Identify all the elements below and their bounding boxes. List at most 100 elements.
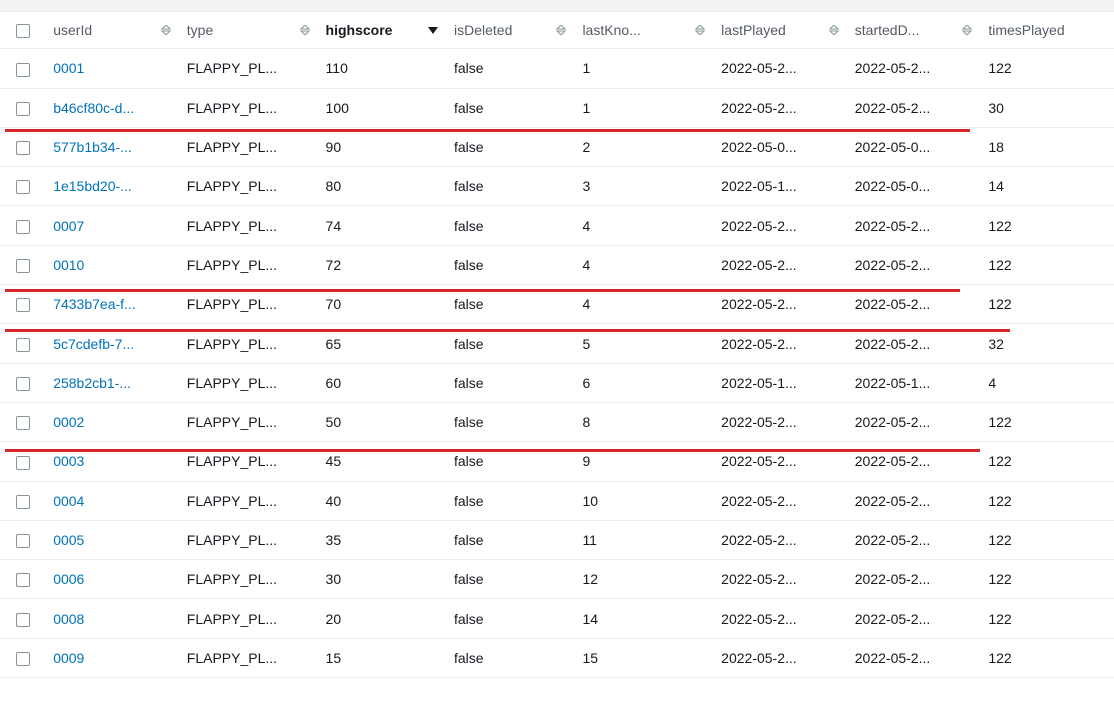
cell-timesplayed: 18 — [980, 127, 1114, 166]
row-checkbox[interactable] — [16, 259, 30, 273]
table-row[interactable]: 0007FLAPPY_PL...74false42022-05-2...2022… — [0, 206, 1114, 245]
cell-highscore: 72 — [318, 245, 446, 284]
table-row[interactable]: 0005FLAPPY_PL...35false112022-05-2...202… — [0, 520, 1114, 559]
row-checkbox[interactable] — [16, 534, 30, 548]
row-checkbox-cell[interactable] — [0, 402, 45, 441]
table-row[interactable]: 0003FLAPPY_PL...45false92022-05-2...2022… — [0, 442, 1114, 481]
row-checkbox[interactable] — [16, 573, 30, 587]
cell-lastkno: 3 — [574, 167, 713, 206]
col-header-highscore[interactable]: highscore — [318, 12, 446, 49]
cell-isdeleted: false — [446, 481, 574, 520]
row-checkbox-cell[interactable] — [0, 442, 45, 481]
row-checkbox-cell[interactable] — [0, 245, 45, 284]
cell-highscore: 20 — [318, 599, 446, 638]
cell-startedd: 2022-05-2... — [847, 245, 981, 284]
table-row[interactable]: 0010FLAPPY_PL...72false42022-05-2...2022… — [0, 245, 1114, 284]
row-checkbox[interactable] — [16, 180, 30, 194]
table-row[interactable]: 0004FLAPPY_PL...40false102022-05-2...202… — [0, 481, 1114, 520]
cell-isdeleted: false — [446, 638, 574, 677]
col-header-timesplayed[interactable]: timesPlayed — [980, 12, 1114, 49]
cell-userid[interactable]: 0004 — [45, 481, 179, 520]
table-row[interactable]: 0009FLAPPY_PL...15false152022-05-2...202… — [0, 638, 1114, 677]
cell-type: FLAPPY_PL... — [179, 481, 318, 520]
cell-timesplayed: 122 — [980, 560, 1114, 599]
table-row[interactable]: 258b2cb1-...FLAPPY_PL...60false62022-05-… — [0, 363, 1114, 402]
table-body: 0001FLAPPY_PL...110false12022-05-2...202… — [0, 49, 1114, 678]
row-checkbox[interactable] — [16, 298, 30, 312]
row-checkbox[interactable] — [16, 338, 30, 352]
row-checkbox-cell[interactable] — [0, 599, 45, 638]
col-header-type[interactable]: type — [179, 12, 318, 49]
row-checkbox-cell[interactable] — [0, 363, 45, 402]
table-row[interactable]: 577b1b34-...FLAPPY_PL...90false22022-05-… — [0, 127, 1114, 166]
cell-lastkno: 2 — [574, 127, 713, 166]
table-row[interactable]: 0001FLAPPY_PL...110false12022-05-2...202… — [0, 49, 1114, 88]
cell-userid[interactable]: 5c7cdefb-7... — [45, 324, 179, 363]
col-header-lastkno[interactable]: lastKno... — [574, 12, 713, 49]
col-header-checkbox[interactable] — [0, 12, 45, 49]
row-checkbox[interactable] — [16, 456, 30, 470]
table-row[interactable]: 7433b7ea-f...FLAPPY_PL...70false42022-05… — [0, 285, 1114, 324]
cell-userid[interactable]: 258b2cb1-... — [45, 363, 179, 402]
select-all-checkbox[interactable] — [16, 24, 30, 38]
row-checkbox[interactable] — [16, 63, 30, 77]
row-checkbox-cell[interactable] — [0, 560, 45, 599]
row-checkbox[interactable] — [16, 220, 30, 234]
row-checkbox-cell[interactable] — [0, 285, 45, 324]
cell-userid[interactable]: 0006 — [45, 560, 179, 599]
cell-userid[interactable]: 7433b7ea-f... — [45, 285, 179, 324]
cell-isdeleted: false — [446, 520, 574, 559]
row-checkbox-cell[interactable] — [0, 127, 45, 166]
col-header-lastplayed[interactable]: lastPlayed — [713, 12, 847, 49]
cell-userid[interactable]: 0007 — [45, 206, 179, 245]
row-checkbox-cell[interactable] — [0, 206, 45, 245]
col-header-userid[interactable]: userId — [45, 12, 179, 49]
cell-userid[interactable]: 0009 — [45, 638, 179, 677]
table-row[interactable]: 0002FLAPPY_PL...50false82022-05-2...2022… — [0, 402, 1114, 441]
row-checkbox[interactable] — [16, 416, 30, 430]
cell-userid[interactable]: 0002 — [45, 402, 179, 441]
cell-isdeleted: false — [446, 324, 574, 363]
row-checkbox[interactable] — [16, 613, 30, 627]
row-checkbox[interactable] — [16, 377, 30, 391]
col-header-startedd[interactable]: startedD... — [847, 12, 981, 49]
row-checkbox-cell[interactable] — [0, 638, 45, 677]
cell-userid[interactable]: 0003 — [45, 442, 179, 481]
cell-userid[interactable]: 1e15bd20-... — [45, 167, 179, 206]
sort-icon — [300, 22, 310, 38]
cell-userid[interactable]: 0008 — [45, 599, 179, 638]
row-checkbox[interactable] — [16, 495, 30, 509]
table-row[interactable]: 1e15bd20-...FLAPPY_PL...80false32022-05-… — [0, 167, 1114, 206]
row-checkbox-cell[interactable] — [0, 481, 45, 520]
col-label: lastKno... — [582, 22, 640, 38]
cell-lastplayed: 2022-05-0... — [713, 127, 847, 166]
cell-userid[interactable]: 577b1b34-... — [45, 127, 179, 166]
cell-startedd: 2022-05-0... — [847, 167, 981, 206]
row-checkbox-cell[interactable] — [0, 324, 45, 363]
row-checkbox[interactable] — [16, 141, 30, 155]
col-label: userId — [53, 22, 92, 38]
cell-lastplayed: 2022-05-2... — [713, 245, 847, 284]
cell-lastplayed: 2022-05-2... — [713, 599, 847, 638]
cell-userid[interactable]: 0010 — [45, 245, 179, 284]
cell-userid[interactable]: 0001 — [45, 49, 179, 88]
row-checkbox-cell[interactable] — [0, 520, 45, 559]
row-checkbox[interactable] — [16, 652, 30, 666]
cell-lastplayed: 2022-05-2... — [713, 442, 847, 481]
table-row[interactable]: b46cf80c-d...FLAPPY_PL...100false12022-0… — [0, 88, 1114, 127]
table-row[interactable]: 0008FLAPPY_PL...20false142022-05-2...202… — [0, 599, 1114, 638]
cell-userid[interactable]: b46cf80c-d... — [45, 88, 179, 127]
cell-lastkno: 4 — [574, 285, 713, 324]
cell-isdeleted: false — [446, 127, 574, 166]
row-checkbox[interactable] — [16, 102, 30, 116]
row-checkbox-cell[interactable] — [0, 49, 45, 88]
cell-startedd: 2022-05-2... — [847, 520, 981, 559]
cell-userid[interactable]: 0005 — [45, 520, 179, 559]
cell-highscore: 50 — [318, 402, 446, 441]
row-checkbox-cell[interactable] — [0, 88, 45, 127]
row-checkbox-cell[interactable] — [0, 167, 45, 206]
col-header-isdeleted[interactable]: isDeleted — [446, 12, 574, 49]
cell-timesplayed: 4 — [980, 363, 1114, 402]
table-row[interactable]: 5c7cdefb-7...FLAPPY_PL...65false52022-05… — [0, 324, 1114, 363]
table-row[interactable]: 0006FLAPPY_PL...30false122022-05-2...202… — [0, 560, 1114, 599]
